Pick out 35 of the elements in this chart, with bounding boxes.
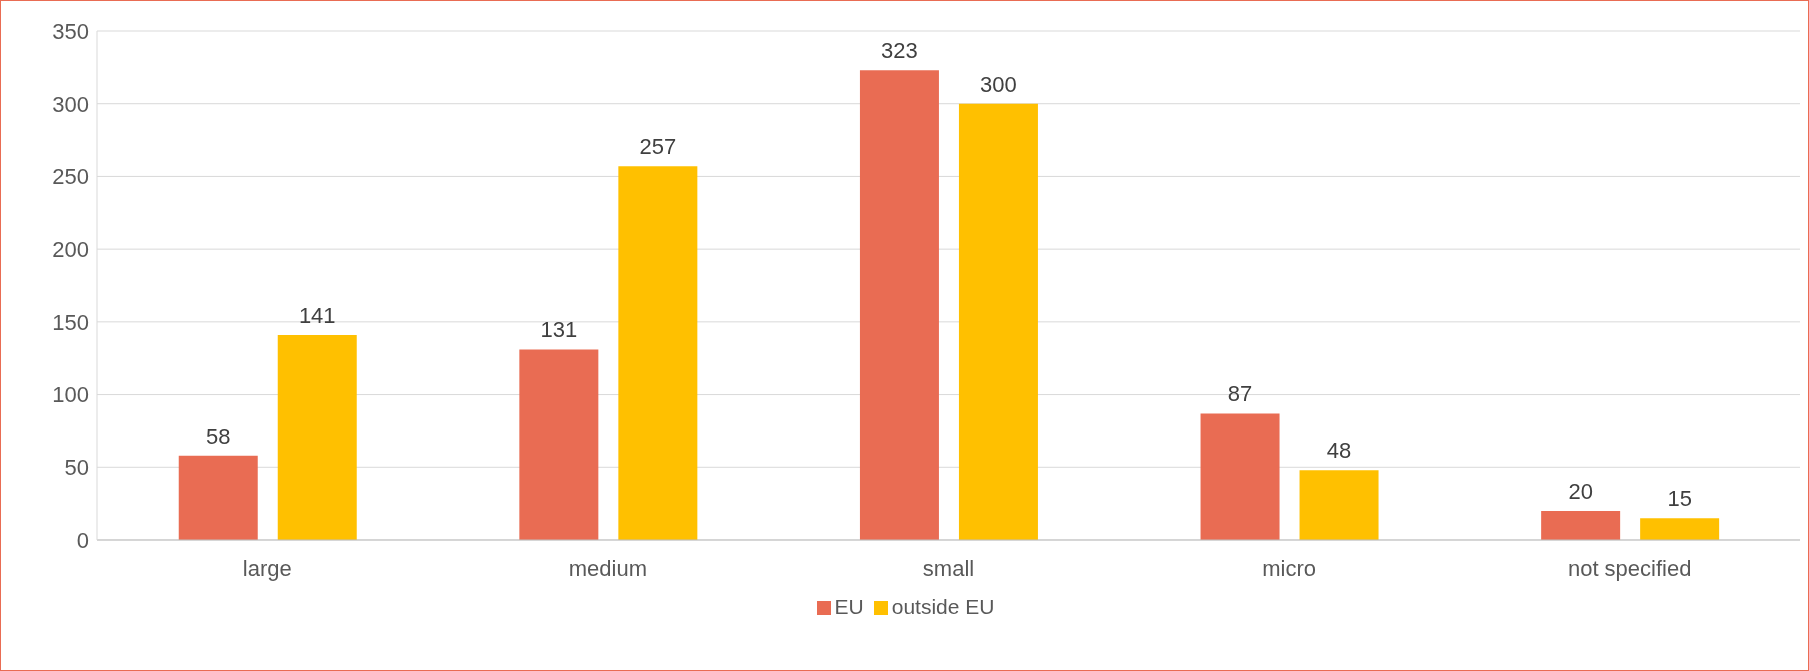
data-label: 323	[881, 38, 918, 64]
data-label: 15	[1667, 486, 1692, 512]
data-label: 300	[980, 71, 1017, 97]
x-tick-label: large	[242, 555, 292, 581]
bar	[958, 103, 1038, 540]
x-tick-label: medium	[568, 555, 648, 581]
data-label: 257	[639, 134, 677, 160]
legend-label: EU	[834, 595, 864, 618]
bar	[178, 455, 258, 540]
y-tick-label: 200	[52, 236, 89, 262]
data-label: 58	[206, 423, 231, 449]
data-label: 87	[1227, 381, 1253, 407]
bar	[618, 166, 698, 540]
data-label: 131	[540, 317, 578, 343]
y-tick-label: 350	[52, 18, 89, 44]
x-tick-label: micro	[1262, 555, 1316, 581]
bar	[1541, 510, 1621, 540]
data-label: 141	[298, 302, 336, 328]
bar	[859, 70, 939, 540]
y-tick-label: 300	[52, 91, 89, 117]
bar	[277, 334, 357, 540]
bar	[519, 349, 599, 540]
x-tick-label: small	[922, 555, 975, 581]
y-tick-label: 250	[52, 164, 89, 190]
data-label: 20	[1568, 478, 1593, 504]
y-tick-label: 0	[76, 527, 89, 553]
y-tick-label: 150	[52, 309, 89, 335]
bar	[1640, 518, 1720, 540]
data-label: 48	[1326, 438, 1352, 464]
legend-label: outside EU	[891, 595, 995, 618]
y-tick-label: 100	[52, 382, 89, 408]
y-tick-label: 50	[64, 455, 89, 481]
bar	[1299, 470, 1379, 540]
x-tick-label: not specified	[1567, 555, 1692, 581]
bar	[1200, 413, 1280, 540]
